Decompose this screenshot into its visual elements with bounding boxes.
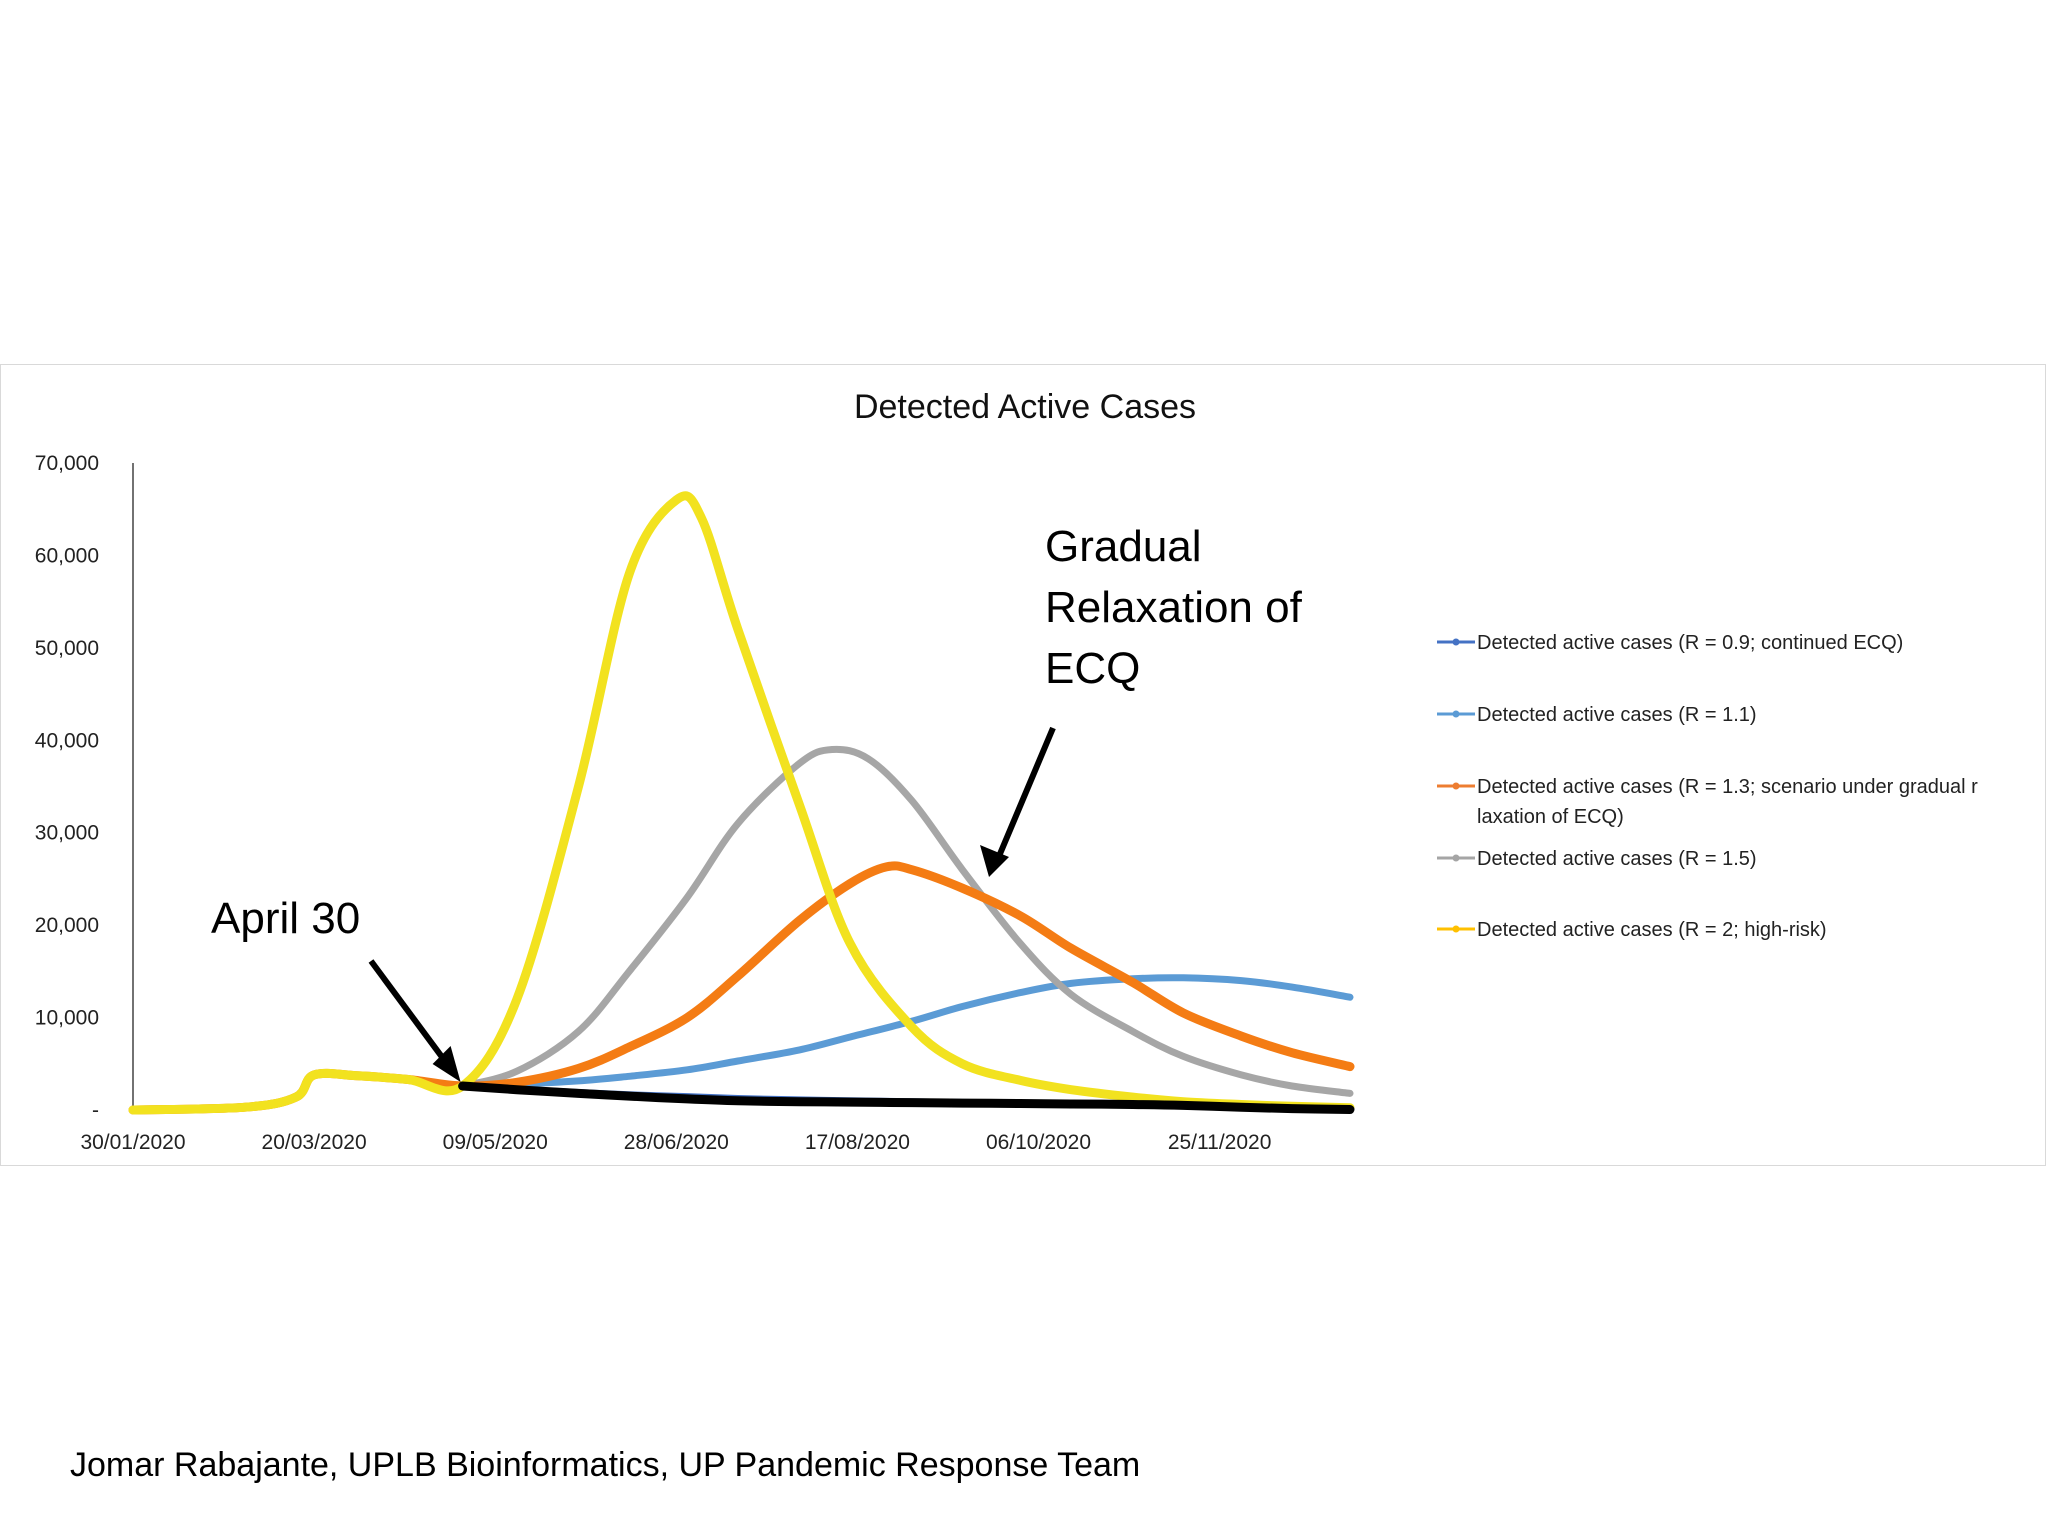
y-tick-label: 30,000: [35, 822, 99, 845]
x-tick-label: 09/05/2020: [443, 1131, 548, 1154]
series-line-black: [458, 1081, 1355, 1114]
y-tick-label: 40,000: [35, 729, 99, 752]
y-tick-label: 70,000: [35, 452, 99, 475]
chart-title: Detected Active Cases: [854, 388, 1196, 426]
y-tick-label: 60,000: [35, 544, 99, 567]
legend-label: laxation of ECQ): [1477, 806, 1624, 828]
legend-label: Detected active cases (R = 1.1): [1477, 704, 1757, 726]
legend-item: Detected active cases (R = 0.9; continue…: [1437, 632, 1903, 654]
legend-label: Detected active cases (R = 1.3; scenario…: [1477, 776, 1978, 798]
legend-marker: [1452, 925, 1460, 933]
x-tick-label: 30/01/2020: [80, 1131, 185, 1154]
series-line-3: [459, 745, 1354, 1097]
annotation-arrow-relaxation: [994, 726, 1056, 863]
x-tick-label: 28/06/2020: [624, 1131, 729, 1154]
annotation-arrowhead-relaxation: [980, 845, 1009, 877]
x-tick-label: 25/11/2020: [1168, 1131, 1272, 1154]
legend-item: Detected active cases (R = 2; high-risk): [1437, 919, 1827, 941]
legend-label: Detected active cases (R = 1.5): [1477, 848, 1757, 870]
y-tick-label: -: [92, 1099, 99, 1122]
x-tick-label: 17/08/2020: [805, 1131, 910, 1154]
x-tick-label: 06/10/2020: [986, 1131, 1091, 1154]
annotation-april-30: April 30: [211, 894, 360, 943]
y-tick-label: 20,000: [35, 914, 99, 937]
legend-label: Detected active cases (R = 0.9; continue…: [1477, 632, 1903, 654]
legend-marker: [1452, 638, 1460, 646]
y-tick-label: 50,000: [35, 637, 99, 660]
x-tick-labels: 30/01/2020 20/03/2020 09/05/2020 28/06/2020…: [80, 1131, 1271, 1154]
legend-item: Detected active cases (R = 1.1): [1437, 704, 1757, 726]
series-line-4: [128, 491, 1355, 1115]
y-tick-label: 10,000: [35, 1007, 99, 1030]
credit-text: Jomar Rabajante, UPLB Bioinformatics, UP…: [70, 1446, 1141, 1484]
annotations: April 30 Gradual Relaxation of ECQ: [211, 522, 1303, 1082]
chart-svg: Detected Active Cases - 10,000 20,000 30,00…: [35, 388, 1978, 1154]
annotation-arrowhead-april-30: [432, 1045, 461, 1082]
legend-marker: [1452, 782, 1460, 790]
legend-label: Detected active cases (R = 2; high-risk): [1477, 919, 1827, 941]
y-tick-labels: - 10,000 20,000 30,000 40,000 50,000 60,000 70,…: [35, 452, 99, 1122]
chart-frame: Detected Active Cases - 10,000 20,000 30,00…: [0, 364, 2046, 1166]
legend: Detected active cases (R = 0.9; continue…: [1437, 632, 1978, 941]
legend-marker: [1452, 854, 1460, 862]
annotation-arrow-april-30: [368, 959, 452, 1068]
legend-item: Detected active cases (R = 1.5): [1437, 848, 1757, 870]
legend-item: Detected active cases (R = 1.3; scenario…: [1437, 776, 1978, 828]
annotation-relaxation-line: Gradual: [1045, 522, 1202, 571]
annotation-relaxation-line: Relaxation of: [1045, 583, 1303, 632]
x-tick-label: 20/03/2020: [262, 1131, 367, 1154]
legend-marker: [1452, 710, 1460, 718]
series-lines: [128, 491, 1355, 1115]
annotation-relaxation-line: ECQ: [1045, 644, 1140, 693]
